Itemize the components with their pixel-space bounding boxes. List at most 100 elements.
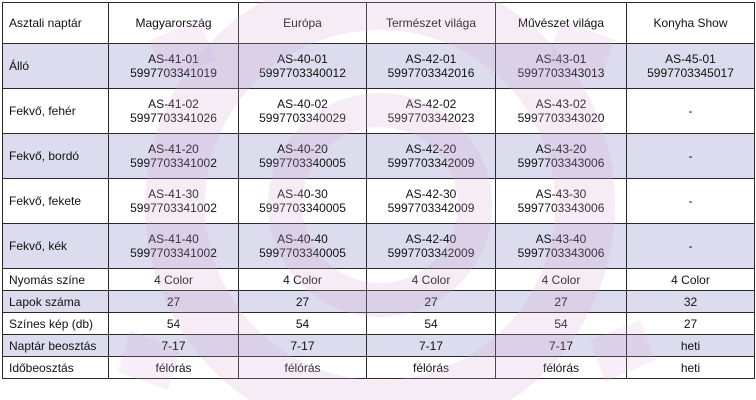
row-label: Álló	[2, 43, 109, 89]
product-cell: -	[626, 178, 755, 224]
spec-value: 54	[238, 312, 367, 335]
product-code: AS-41-01	[148, 52, 199, 66]
spec-value: félórás	[366, 356, 496, 379]
row-label: Fekvő, fekete	[2, 178, 109, 224]
product-ean: 5997703341002	[130, 201, 217, 215]
product-ean: 5997703343013	[517, 66, 605, 80]
column-header-magyarorszag: Magyarország	[108, 2, 239, 44]
product-ean: 5997703343006	[517, 246, 605, 260]
product-ean: 5997703341019	[130, 66, 217, 80]
product-ean: 5997703341002	[130, 246, 217, 260]
product-code: AS-40-01	[277, 52, 328, 66]
product-cell: -	[626, 88, 755, 134]
column-header-termeszet-vilaga: Természet világa	[366, 2, 496, 44]
product-ean: 5997703342023	[387, 111, 475, 125]
spec-value: 4 Color	[495, 268, 627, 291]
spec-value: 54	[366, 312, 496, 335]
product-ean: 5997703340005	[259, 246, 346, 260]
product-cell: AS-40-20 5997703340005	[238, 133, 367, 179]
spec-value: 54	[495, 312, 627, 335]
product-code: -	[688, 149, 693, 163]
product-cell: AS-45-01 5997703345017	[626, 43, 755, 89]
product-code: AS-45-01	[665, 52, 716, 66]
spec-label: Színes kép (db)	[2, 312, 109, 335]
corner-cell: Asztali naptár	[2, 2, 109, 44]
spec-value: 27	[366, 290, 496, 313]
product-cell: -	[626, 223, 755, 269]
product-ean: 5997703342016	[387, 66, 475, 80]
spec-value: 27	[495, 290, 627, 313]
product-cell: AS-42-02 5997703342023	[366, 88, 496, 134]
product-cell: AS-40-01 5997703340012	[238, 43, 367, 89]
spec-value: 4 Color	[238, 268, 367, 291]
product-ean: 5997703340029	[259, 111, 346, 125]
product-code: AS-40-02	[277, 97, 328, 111]
spec-value: 7-17	[238, 334, 367, 357]
product-code: AS-43-20	[535, 142, 587, 156]
spec-value: 7-17	[366, 334, 496, 357]
product-ean: 5997703345017	[647, 66, 734, 80]
product-cell: AS-41-01 5997703341019	[108, 43, 239, 89]
spec-value: 32	[626, 290, 755, 313]
product-ean: 5997703340005	[259, 156, 346, 170]
column-header-europa: Európa	[238, 2, 367, 44]
spec-value: 4 Color	[366, 268, 496, 291]
spec-value: 27	[238, 290, 367, 313]
product-code: AS-43-40	[535, 232, 587, 246]
product-ean: 5997703340012	[259, 66, 346, 80]
spec-value: 27	[626, 312, 755, 335]
product-cell: AS-40-40 5997703340005	[238, 223, 367, 269]
spec-value: 27	[108, 290, 239, 313]
product-ean: 5997703343006	[517, 201, 605, 215]
spec-value: félórás	[238, 356, 367, 379]
product-code: AS-40-30	[277, 187, 328, 201]
product-code: AS-42-20	[405, 142, 457, 156]
product-code: -	[688, 104, 693, 118]
product-code: AS-42-02	[405, 97, 457, 111]
product-cell: AS-40-02 5997703340029	[238, 88, 367, 134]
product-code: AS-41-40	[148, 232, 199, 246]
product-cell: AS-41-40 5997703341002	[108, 223, 239, 269]
product-code: AS-42-40	[405, 232, 457, 246]
product-cell: AS-42-01 5997703342016	[366, 43, 496, 89]
product-ean: 5997703342009	[387, 246, 475, 260]
spec-row: Időbeosztás félórás félórás félórás féló…	[2, 356, 755, 379]
product-cell: AS-41-30 5997703341002	[108, 178, 239, 224]
product-cell: AS-42-40 5997703342009	[366, 223, 496, 269]
spec-value: 54	[108, 312, 239, 335]
product-cell: AS-41-02 5997703341026	[108, 88, 239, 134]
product-ean: 5997703340005	[259, 201, 346, 215]
product-code: -	[688, 194, 693, 208]
row-label: Fekvő, kék	[2, 223, 109, 269]
spec-label: Naptár beosztás	[2, 334, 109, 357]
product-code: AS-42-01	[405, 52, 457, 66]
product-cell: AS-43-40 5997703343006	[495, 223, 627, 269]
product-code: AS-43-02	[535, 97, 587, 111]
product-code: AS-41-20	[148, 142, 199, 156]
spec-value: heti	[626, 356, 755, 379]
product-code: AS-40-40	[277, 232, 328, 246]
product-code: AS-43-30	[535, 187, 587, 201]
product-ean: 5997703342009	[387, 201, 475, 215]
spec-value: heti	[626, 334, 755, 357]
product-cell: AS-43-20 5997703343006	[495, 133, 627, 179]
product-ean: 5997703343020	[517, 111, 605, 125]
product-code: AS-42-30	[405, 187, 457, 201]
product-code: AS-41-30	[148, 187, 199, 201]
product-ean: 5997703342009	[387, 156, 475, 170]
product-code: AS-41-02	[148, 97, 199, 111]
column-header-muveszet-vilaga: Művészet világa	[495, 2, 627, 44]
product-code: AS-40-20	[277, 142, 328, 156]
spec-value: 7-17	[495, 334, 627, 357]
product-cell: AS-40-30 5997703340005	[238, 178, 367, 224]
spec-label: Lapok száma	[2, 290, 109, 313]
header-row: Asztali naptár Magyarország Európa Termé…	[2, 2, 755, 44]
product-code: -	[688, 239, 693, 253]
spec-row: Színes kép (db) 54 54 54 54 27	[2, 312, 755, 335]
spec-label: Időbeosztás	[2, 356, 109, 379]
product-cell: AS-43-30 5997703343006	[495, 178, 627, 224]
product-cell: AS-41-20 5997703341002	[108, 133, 239, 179]
table-row: Fekvő, fehér AS-41-02 5997703341026 AS-40…	[2, 88, 755, 134]
spec-value: félórás	[495, 356, 627, 379]
